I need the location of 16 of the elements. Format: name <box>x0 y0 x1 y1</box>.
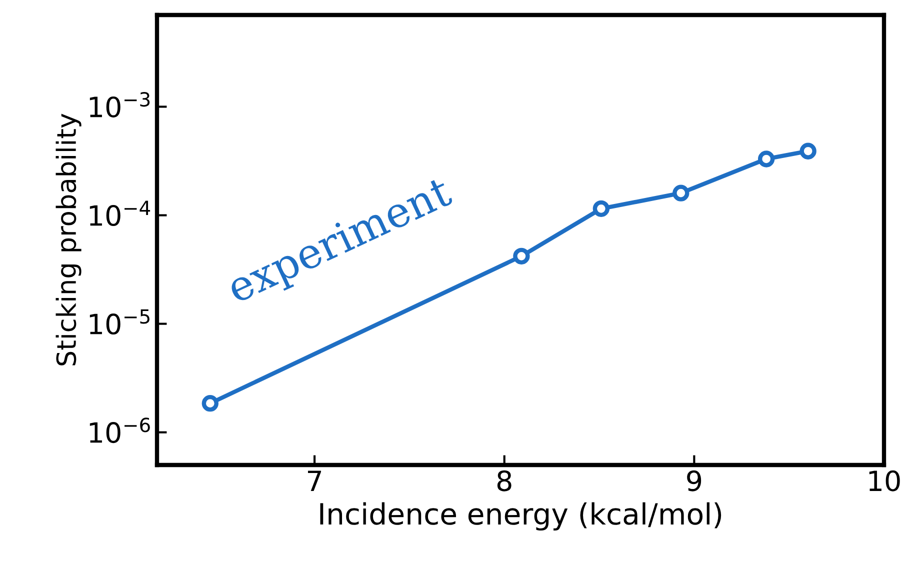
y-tick-label: 10$^{−6}$ <box>90 418 150 444</box>
y-tick-label: 10$^{−5}$ <box>90 309 150 335</box>
x-axis-title: Incidence energy (kcal/mol) <box>320 502 722 531</box>
x-tick-label: 9 <box>687 470 702 492</box>
y-axis-title: Sticking probability <box>56 114 82 366</box>
point <box>758 150 775 168</box>
x-tick-label: 10 <box>869 470 900 492</box>
point <box>513 248 530 264</box>
y-tick-label: 10$^{−4}$ <box>90 200 150 226</box>
point <box>672 184 690 202</box>
point <box>202 394 218 412</box>
x-tick-label: 7 <box>308 470 322 491</box>
y-tick-label: 10$^{−3}$ <box>90 92 150 118</box>
point <box>800 142 816 160</box>
point <box>592 200 610 218</box>
x-tick-label: 8 <box>497 470 512 492</box>
